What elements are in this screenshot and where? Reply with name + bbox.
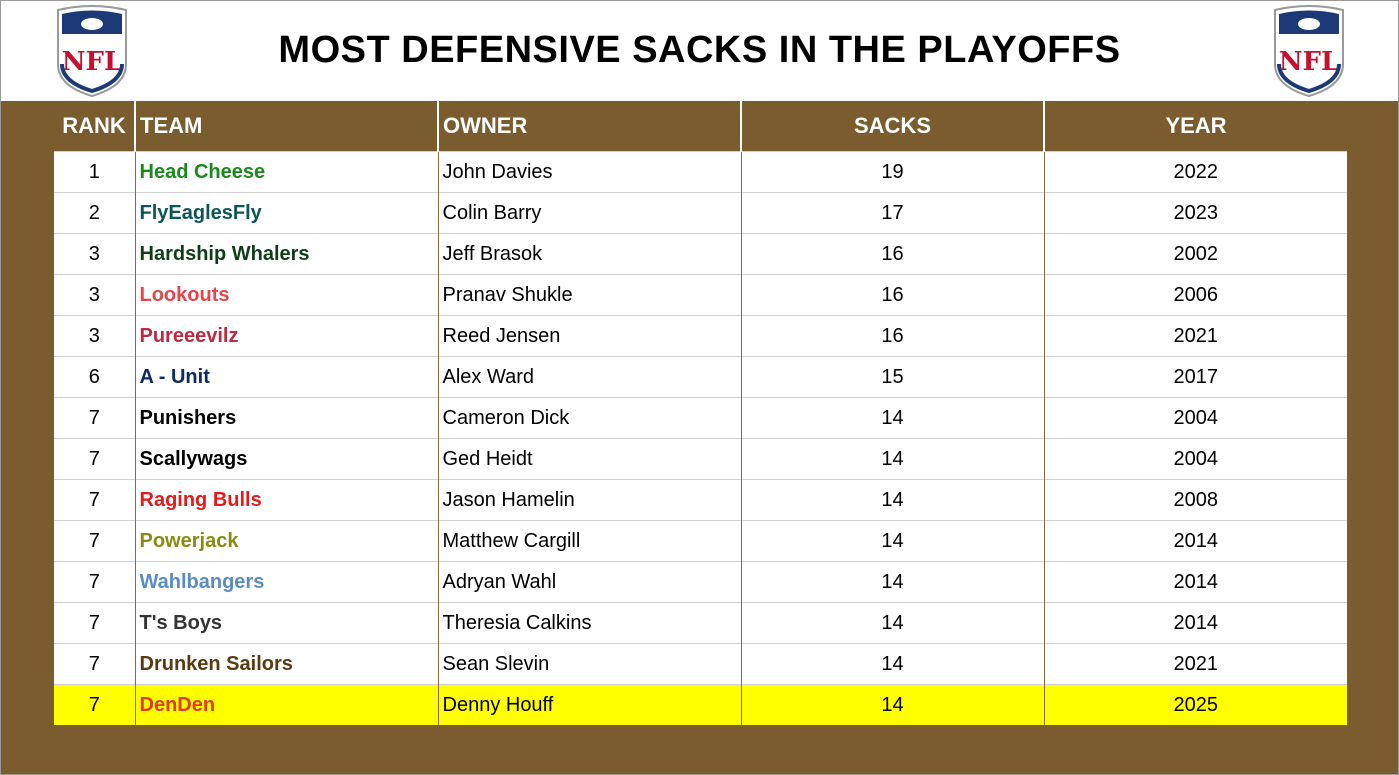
nfl-logo: NFL: [1274, 5, 1344, 98]
team-cell: Raging Bulls: [134, 479, 438, 521]
rank-cell: 6: [54, 356, 135, 398]
year-cell: 2014: [1043, 520, 1347, 562]
sacks-cell: 14: [740, 643, 1044, 685]
year-cell: 2023: [1043, 192, 1347, 234]
sacks-cell: 14: [740, 602, 1044, 644]
table-row: 7 Wahlbangers Adryan Wahl 14 2014: [54, 561, 1347, 603]
sacks-cell: 14: [740, 520, 1044, 562]
year-cell: 2021: [1043, 315, 1347, 357]
team-cell: Lookouts: [134, 274, 438, 316]
rank-cell: 7: [54, 561, 135, 603]
owner-cell: Alex Ward: [437, 356, 741, 398]
year-cell: 2014: [1043, 561, 1347, 603]
team-cell: Hardship Whalers: [134, 233, 438, 275]
rank-cell: 2: [54, 192, 135, 234]
sacks-cell: 14: [740, 684, 1044, 725]
owner-cell: Colin Barry: [437, 192, 741, 234]
table-row: 3 Lookouts Pranav Shukle 16 2006: [54, 274, 1347, 316]
year-cell: 2006: [1043, 274, 1347, 316]
svg-text:NFL: NFL: [62, 47, 123, 77]
header-row: RANK TEAM OWNER SACKS YEAR: [54, 101, 1347, 152]
owner-cell: John Davies: [437, 151, 741, 193]
sacks-cell: 14: [740, 561, 1044, 603]
table-row: 7 DenDen Denny Houff 14 2025: [54, 684, 1347, 725]
table-row: 7 T's Boys Theresia Calkins 14 2014: [54, 602, 1347, 644]
owner-cell: Ged Heidt: [437, 438, 741, 480]
team-cell: Drunken Sailors: [134, 643, 438, 685]
svg-text:NFL: NFL: [1279, 47, 1340, 77]
sacks-cell: 14: [740, 479, 1044, 521]
table-row: 7 Powerjack Matthew Cargill 14 2014: [54, 520, 1347, 562]
nfl-logo: NFL: [57, 5, 127, 98]
team-cell: Scallywags: [134, 438, 438, 480]
sacks-cell: 16: [740, 233, 1044, 275]
team-cell: Punishers: [134, 397, 438, 439]
team-cell: A - Unit: [134, 356, 438, 398]
team-cell: Head Cheese: [134, 151, 438, 193]
year-cell: 2021: [1043, 643, 1347, 685]
year-cell: 2022: [1043, 151, 1347, 193]
rank-cell: 7: [54, 397, 135, 439]
rank-cell: 3: [54, 315, 135, 357]
sacks-cell: 19: [740, 151, 1044, 193]
column-header: SACKS: [740, 101, 1044, 152]
sacks-cell: 16: [740, 274, 1044, 316]
sacks-cell: 17: [740, 192, 1044, 234]
owner-cell: Sean Slevin: [437, 643, 741, 685]
team-cell: T's Boys: [134, 602, 438, 644]
team-cell: DenDen: [134, 684, 438, 725]
table-row: 2 FlyEaglesFly Colin Barry 17 2023: [54, 192, 1347, 234]
sacks-cell: 14: [740, 397, 1044, 439]
table-row: 7 Raging Bulls Jason Hamelin 14 2008: [54, 479, 1347, 521]
team-cell: FlyEaglesFly: [134, 192, 438, 234]
table-row: 3 Pureeevilz Reed Jensen 16 2021: [54, 315, 1347, 357]
year-cell: 2025: [1043, 684, 1347, 725]
owner-cell: Reed Jensen: [437, 315, 741, 357]
column-header: YEAR: [1043, 101, 1347, 152]
team-cell: Wahlbangers: [134, 561, 438, 603]
owner-cell: Jason Hamelin: [437, 479, 741, 521]
owner-cell: Pranav Shukle: [437, 274, 741, 316]
rank-cell: 7: [54, 684, 135, 725]
year-cell: 2017: [1043, 356, 1347, 398]
table-row: 7 Punishers Cameron Dick 14 2004: [54, 397, 1347, 439]
sacks-cell: 14: [740, 438, 1044, 480]
year-cell: 2002: [1043, 233, 1347, 275]
rank-cell: 7: [54, 643, 135, 685]
rank-cell: 7: [54, 438, 135, 480]
year-cell: 2008: [1043, 479, 1347, 521]
table-row: 1 Head Cheese John Davies 19 2022: [54, 151, 1347, 193]
title: MOST DEFENSIVE SACKS IN THE PLAYOFFS: [278, 29, 1121, 71]
rank-cell: 7: [54, 520, 135, 562]
table-row: 7 Scallywags Ged Heidt 14 2004: [54, 438, 1347, 480]
year-cell: 2004: [1043, 438, 1347, 480]
rank-cell: 7: [54, 479, 135, 521]
year-cell: 2014: [1043, 602, 1347, 644]
year-cell: 2004: [1043, 397, 1347, 439]
team-cell: Pureeevilz: [134, 315, 438, 357]
owner-cell: Cameron Dick: [437, 397, 741, 439]
sacks-cell: 16: [740, 315, 1044, 357]
owner-cell: Denny Houff: [437, 684, 741, 725]
owner-cell: Adryan Wahl: [437, 561, 741, 603]
owner-cell: Theresia Calkins: [437, 602, 741, 644]
rank-cell: 3: [54, 274, 135, 316]
rank-cell: 1: [54, 151, 135, 193]
table: RANK TEAM OWNER SACKS YEAR 1 Head Cheese John …: [54, 101, 1347, 725]
owner-cell: Jeff Brasok: [437, 233, 741, 275]
sacks-cell: 15: [740, 356, 1044, 398]
owner-cell: Matthew Cargill: [437, 520, 741, 562]
column-header: TEAM: [134, 101, 438, 152]
rank-cell: 7: [54, 602, 135, 644]
table-row: 3 Hardship Whalers Jeff Brasok 16 2002: [54, 233, 1347, 275]
team-cell: Powerjack: [134, 520, 438, 562]
table-row: 7 Drunken Sailors Sean Slevin 14 2021: [54, 643, 1347, 685]
column-header: OWNER: [437, 101, 741, 152]
rank-cell: 3: [54, 233, 135, 275]
column-header: RANK: [62, 113, 126, 138]
header-band: [1, 1, 1398, 101]
